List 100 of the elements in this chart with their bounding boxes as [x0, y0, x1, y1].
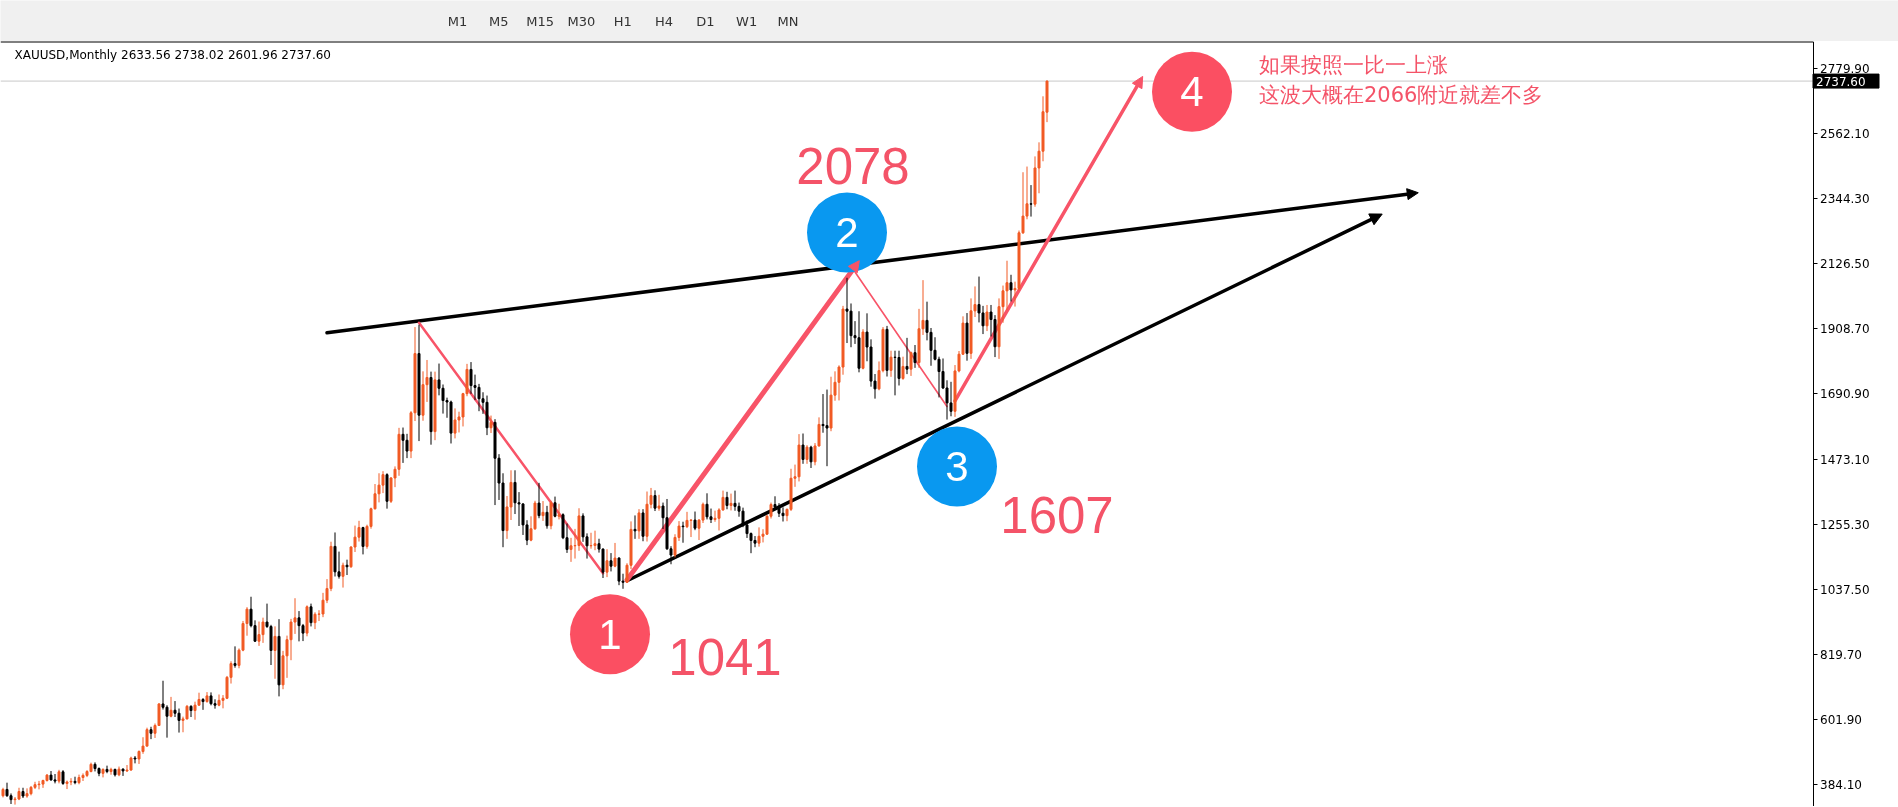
- candlestick: [913, 345, 917, 368]
- candlestick: [489, 415, 493, 434]
- annotation: 3: [945, 443, 969, 491]
- annotation: 1607: [1000, 486, 1114, 544]
- candlestick: [109, 767, 113, 775]
- candlestick: [233, 646, 237, 668]
- text: H4: [654, 14, 674, 29]
- candlestick: [101, 768, 105, 778]
- candlestick: [105, 765, 109, 774]
- candlestick: [893, 350, 897, 396]
- candlestick: [361, 526, 365, 555]
- candlestick: [641, 509, 645, 542]
- candlestick: [65, 780, 69, 790]
- y-tick-label: 2344.30: [1820, 192, 1870, 207]
- candlestick: [889, 350, 893, 377]
- candlestick: [605, 549, 609, 578]
- text: XAUUSD,Monthly 2633.56 2738.02 2601.96 2737.60: [14, 47, 331, 62]
- y-tick-label: 2562.10: [1820, 127, 1870, 142]
- candlestick: [777, 503, 781, 518]
- candlestick: [341, 562, 345, 588]
- candlestick: [589, 532, 593, 549]
- candlestick: [537, 482, 541, 519]
- y-tick-label: 384.10: [1820, 778, 1862, 793]
- y-tick-label: 819.70: [1820, 647, 1862, 662]
- candlestick: [257, 621, 261, 646]
- y-tick-label: 1037.50: [1820, 582, 1870, 597]
- text: D1: [696, 14, 715, 29]
- candlestick: [25, 788, 29, 798]
- candlestick: [69, 778, 73, 786]
- y-tick-label: 1473.10: [1820, 452, 1870, 467]
- candlestick: [309, 603, 313, 627]
- candlestick: [313, 612, 317, 630]
- candlestick: [705, 493, 709, 520]
- text: M1: [447, 14, 468, 29]
- ref-line-label: 2737.60: [1816, 74, 1866, 89]
- y-tick-label: 2126.50: [1820, 257, 1870, 272]
- annotation: 1041: [668, 629, 782, 687]
- candlestick: [453, 408, 457, 439]
- candlestick: [613, 542, 617, 568]
- candlestick: [681, 521, 685, 543]
- candlestick: [985, 304, 989, 332]
- candlestick: [693, 511, 697, 531]
- annotation: 2: [835, 209, 859, 257]
- candlestick: [541, 501, 545, 521]
- y-tick-label: 1908.70: [1820, 322, 1870, 337]
- candlestick: [149, 726, 153, 740]
- candlestick: [261, 617, 265, 643]
- candlestick: [757, 527, 761, 547]
- candlestick: [73, 776, 77, 785]
- y-tick-label: 1255.30: [1820, 517, 1870, 532]
- candlestick: [401, 427, 405, 463]
- candlestick: [905, 337, 909, 375]
- candlestick: [637, 509, 641, 539]
- candlestick: [297, 611, 301, 642]
- candlestick: [653, 490, 657, 512]
- candlestick: [189, 705, 193, 718]
- text: W1: [736, 14, 758, 29]
- candlestick: [37, 780, 41, 790]
- candlestick: [689, 519, 693, 538]
- candlestick: [845, 277, 849, 344]
- candlestick: [909, 351, 913, 376]
- candlestick: [1009, 274, 1013, 302]
- candlestick: [133, 756, 137, 764]
- candlestick: [725, 491, 729, 510]
- candlestick: [609, 553, 613, 572]
- candlestick: [193, 701, 197, 720]
- candlestick: [781, 507, 785, 522]
- candlestick: [81, 773, 85, 781]
- candlestick: [549, 500, 553, 530]
- y-tick-label: 2779.90: [1820, 61, 1870, 76]
- candlestick: [809, 445, 813, 468]
- text: MN: [777, 14, 799, 29]
- candlestick: [593, 530, 597, 551]
- candlestick: [553, 496, 557, 518]
- text: M15: [526, 14, 554, 29]
- candlestick: [273, 626, 277, 679]
- text: H1: [613, 14, 632, 29]
- candlestick: [901, 356, 905, 380]
- annotation: 1: [598, 610, 622, 658]
- annotation: 2078: [796, 137, 910, 195]
- candlestick: [617, 557, 621, 586]
- candlestick: [657, 494, 661, 511]
- candlestick: [949, 381, 953, 417]
- candlestick: [345, 559, 349, 576]
- candlestick: [201, 698, 205, 710]
- candlestick: [633, 515, 637, 539]
- y-tick-label: 601.90: [1820, 713, 1862, 728]
- y-tick-label: 1690.90: [1820, 387, 1870, 402]
- candlestick: [53, 774, 57, 784]
- candlestick: [93, 762, 97, 772]
- annotation: 这波大概在2066附近就差不多: [1259, 83, 1544, 108]
- annotation: 4: [1180, 68, 1204, 116]
- candlestick: [121, 768, 125, 776]
- candlestick: [825, 389, 829, 467]
- text: M30: [567, 14, 596, 29]
- candlestick: [169, 696, 173, 718]
- candlestick: [545, 505, 549, 529]
- candlestick: [557, 503, 561, 520]
- annotation: 如果按照一比一上涨: [1259, 52, 1448, 77]
- candlestick: [1029, 185, 1033, 217]
